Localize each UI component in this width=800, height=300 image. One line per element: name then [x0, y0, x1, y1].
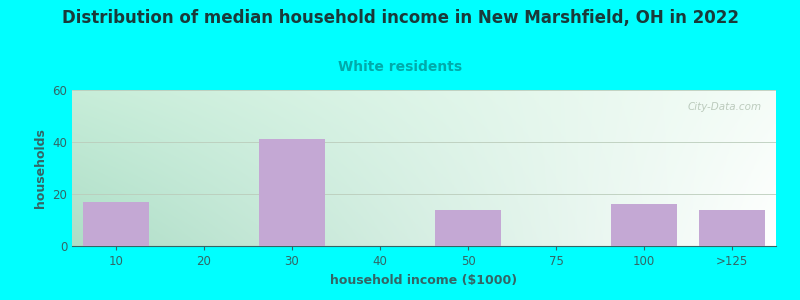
Text: Distribution of median household income in New Marshfield, OH in 2022: Distribution of median household income …: [62, 9, 738, 27]
Text: White residents: White residents: [338, 60, 462, 74]
Bar: [611, 204, 677, 246]
Text: City-Data.com: City-Data.com: [688, 103, 762, 112]
X-axis label: household income ($1000): household income ($1000): [330, 274, 518, 286]
Bar: [83, 202, 149, 246]
Bar: [435, 210, 501, 246]
Y-axis label: households: households: [34, 128, 46, 208]
Bar: [699, 210, 765, 246]
Bar: [259, 140, 325, 246]
